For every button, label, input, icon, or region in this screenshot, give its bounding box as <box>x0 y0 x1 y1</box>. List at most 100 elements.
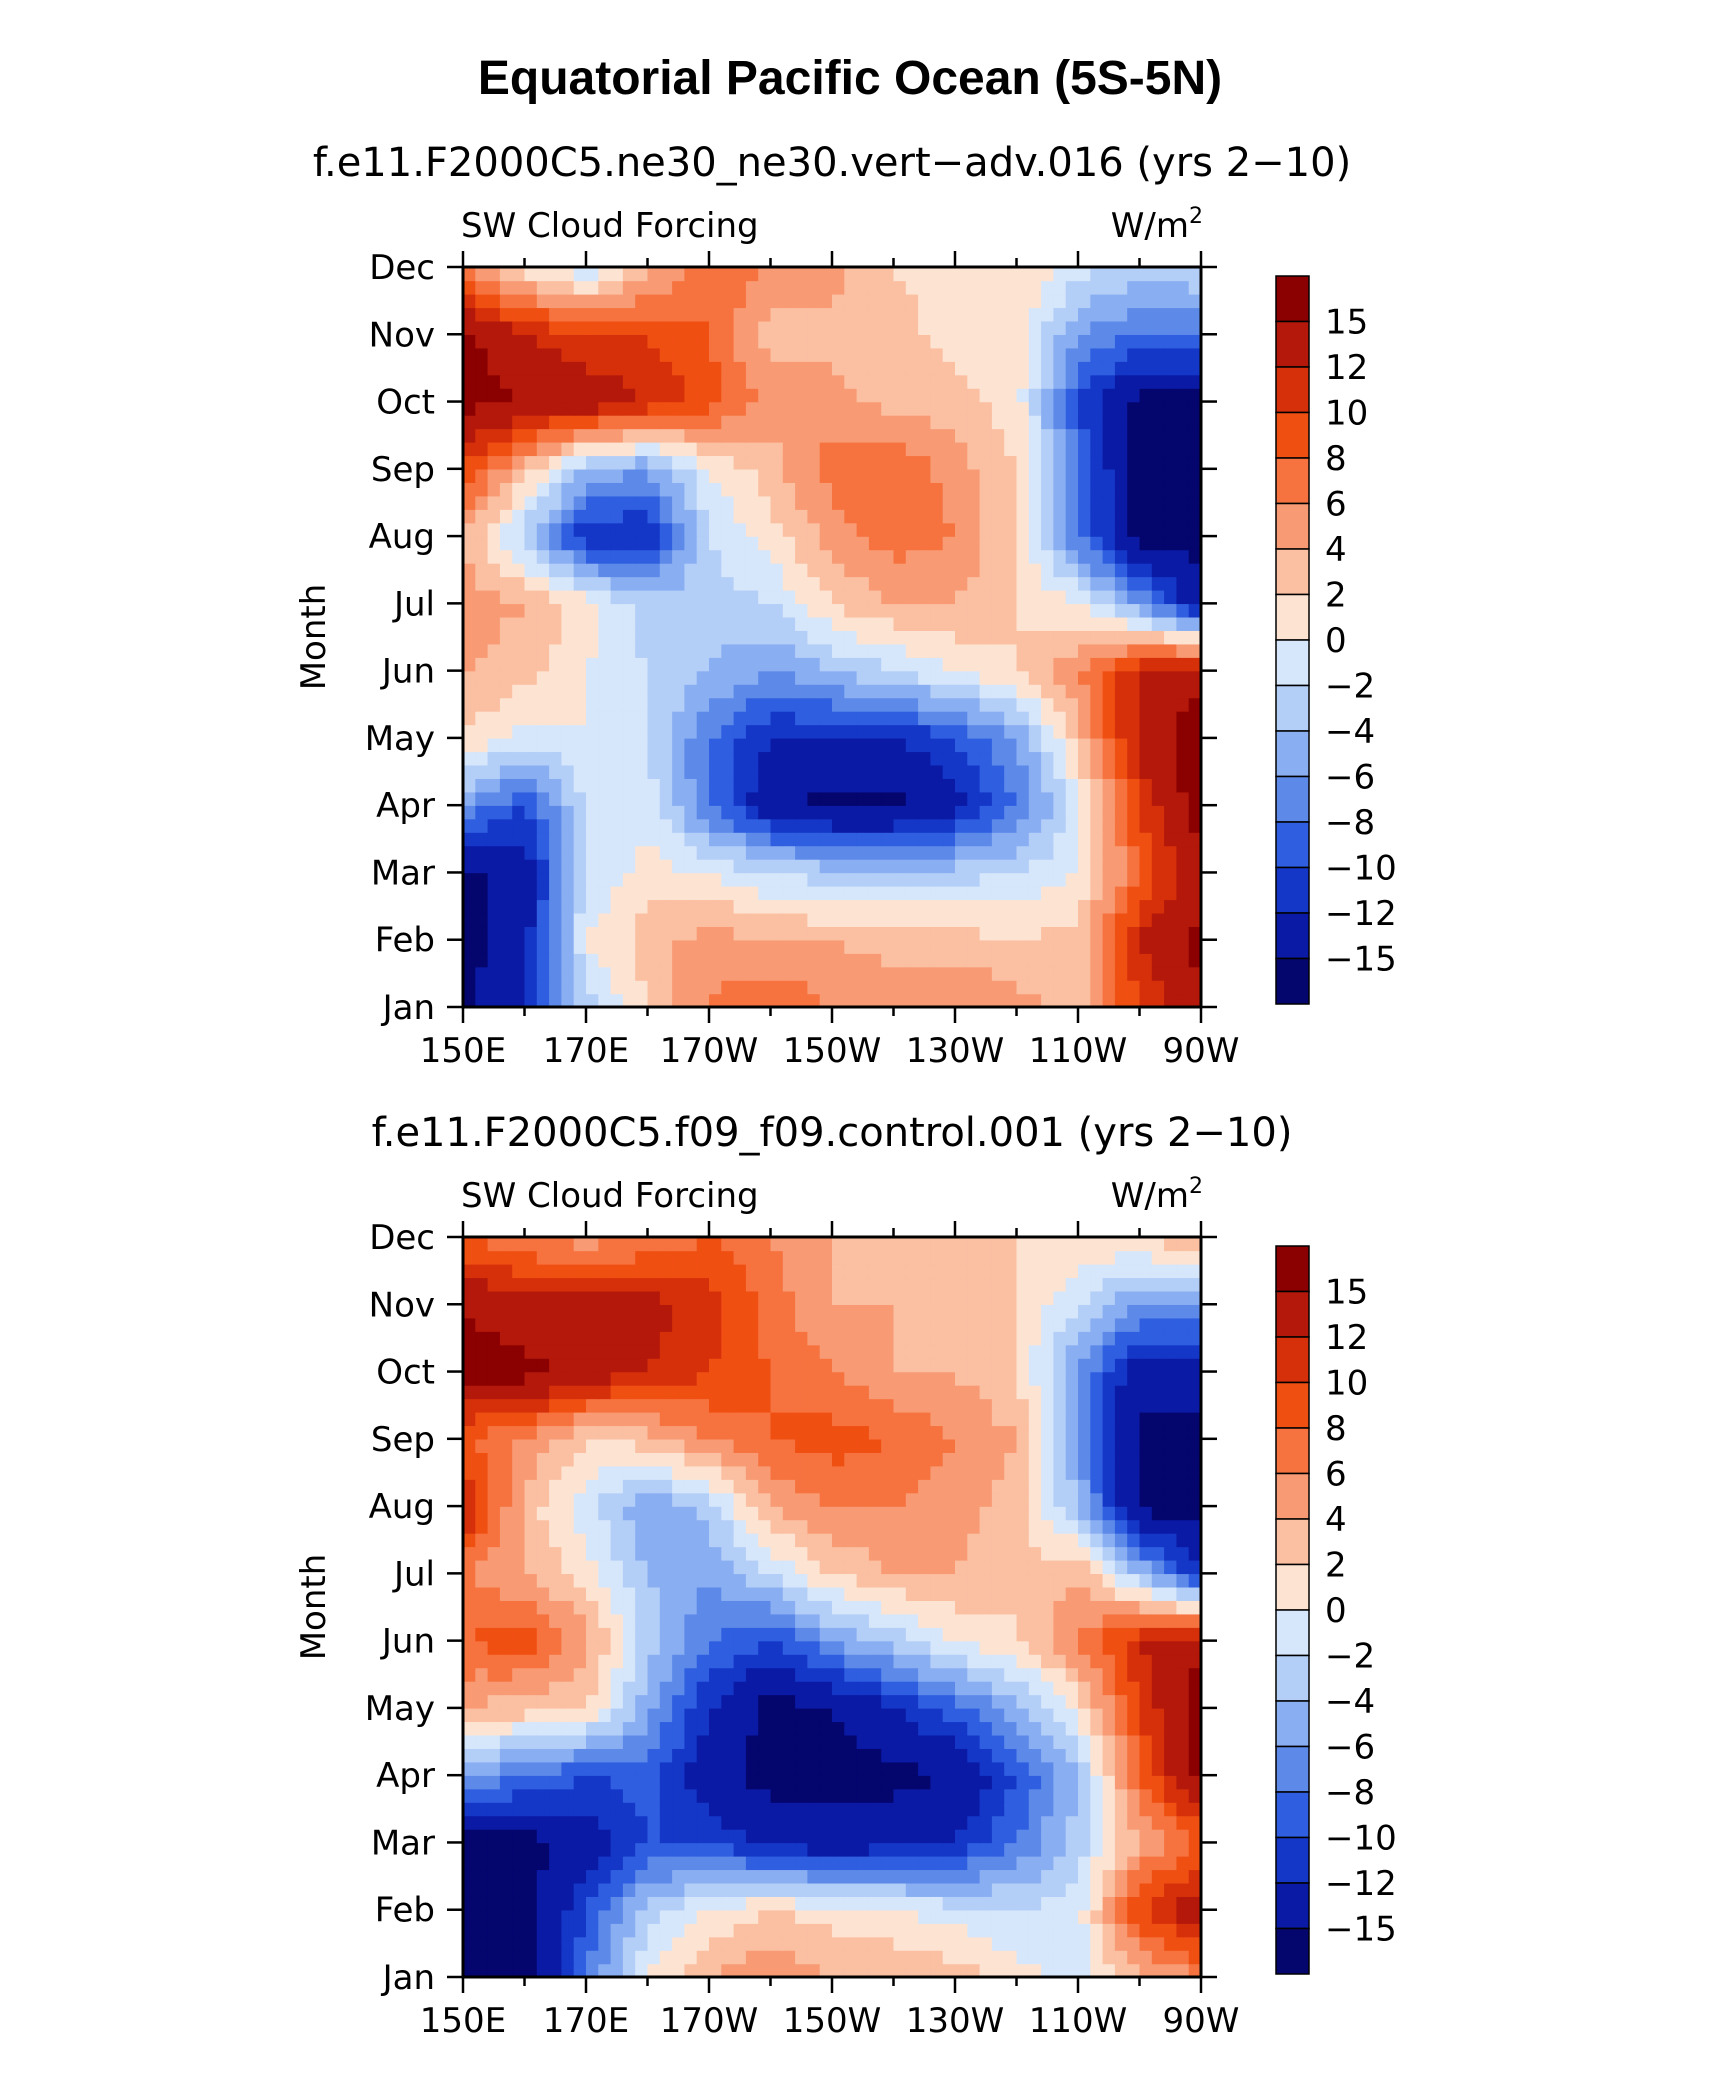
heatmap-cell <box>1028 980 1042 995</box>
heatmap-cell <box>647 441 661 457</box>
heatmap-cell <box>1090 993 1104 1007</box>
heatmap-cell <box>967 657 981 672</box>
heatmap-cell <box>1176 1950 1190 1965</box>
heatmap-cell <box>1164 1694 1178 1709</box>
heatmap-cell <box>844 1882 858 1897</box>
heatmap-cell <box>733 845 747 860</box>
heatmap-cell <box>1114 536 1128 551</box>
heatmap-cell <box>1090 482 1104 497</box>
heatmap-cell <box>696 1721 710 1736</box>
heatmap-cell <box>918 832 932 847</box>
heatmap-cell <box>512 899 526 914</box>
heatmap-cell <box>979 441 993 457</box>
heatmap-cell <box>1078 374 1091 389</box>
heatmap-cell <box>1016 334 1030 349</box>
heatmap-cell <box>832 1842 845 1857</box>
heatmap-cell <box>918 953 932 968</box>
heatmap-cell <box>463 1882 476 1897</box>
heatmap-cell <box>1114 401 1128 416</box>
heatmap-cell <box>672 495 686 510</box>
heatmap-cell <box>881 361 895 376</box>
heatmap-cell <box>524 818 538 833</box>
heatmap-cell <box>1028 441 1042 457</box>
heatmap-cell <box>1151 657 1165 672</box>
heatmap-cell <box>598 455 612 470</box>
heatmap-cell <box>647 1936 661 1951</box>
heatmap-cell <box>832 1627 845 1642</box>
heatmap-cell <box>942 1761 956 1776</box>
heatmap-cell <box>930 1869 944 1884</box>
heatmap-cell <box>1065 845 1079 860</box>
heatmap-cell <box>1151 388 1165 403</box>
heatmap-cell <box>770 1734 784 1749</box>
heatmap-cell <box>979 711 993 726</box>
heatmap-cell <box>1065 926 1079 941</box>
heatmap-cell <box>475 495 489 510</box>
heatmap-cell <box>463 428 476 443</box>
heatmap-cell <box>549 307 563 322</box>
heatmap-cell <box>856 603 870 618</box>
heatmap-cell <box>1053 711 1067 726</box>
heatmap-cell <box>561 280 575 295</box>
heatmap-cell <box>622 280 636 295</box>
heatmap-cell <box>1016 374 1030 389</box>
heatmap-cell <box>709 859 722 874</box>
heatmap-cell <box>1028 1761 1042 1776</box>
heatmap-cell <box>819 1748 833 1763</box>
heatmap-cell <box>1127 872 1141 887</box>
heatmap-cell <box>684 1855 698 1871</box>
heatmap-cell <box>1078 1896 1091 1911</box>
heatmap-cell <box>463 845 476 860</box>
heatmap-cell <box>586 885 599 901</box>
heatmap-cell <box>1114 415 1128 430</box>
heatmap-cell <box>512 993 526 1007</box>
heatmap-cell <box>1004 509 1018 524</box>
heatmap-cell <box>881 522 895 537</box>
heatmap-cell <box>721 1815 735 1830</box>
heatmap-cell <box>1090 805 1104 820</box>
heatmap-cell <box>709 899 722 914</box>
heatmap-cell <box>942 657 956 672</box>
heatmap-cell <box>549 455 563 470</box>
heatmap-cell <box>955 657 968 672</box>
heatmap-cell <box>1016 267 1030 282</box>
heatmap-cell <box>487 576 501 591</box>
heatmap-cell <box>905 522 919 537</box>
heatmap-cell <box>770 1909 784 1924</box>
heatmap-cell <box>868 1882 882 1897</box>
heatmap-cell <box>979 1761 993 1776</box>
heatmap-cell <box>1053 482 1067 497</box>
heatmap-cell <box>844 670 858 685</box>
heatmap-cell <box>659 334 673 349</box>
heatmap-cell <box>991 751 1005 766</box>
heatmap-cell <box>1065 1681 1079 1696</box>
heatmap-cell <box>709 468 722 483</box>
heatmap-cell <box>598 1855 612 1871</box>
heatmap-cell <box>499 1788 513 1803</box>
heatmap-cell <box>1164 791 1178 806</box>
heatmap-cell <box>1065 616 1079 631</box>
heatmap-cell <box>930 1654 944 1669</box>
heatmap-cell <box>868 267 882 282</box>
heatmap-cell <box>770 1842 784 1857</box>
heatmap-cell <box>1065 267 1079 282</box>
heatmap-cell <box>1028 1896 1042 1911</box>
heatmap-cell <box>1102 374 1116 389</box>
heatmap-cell <box>536 1815 550 1830</box>
heatmap-cell <box>647 926 661 941</box>
heatmap-cell <box>819 966 833 981</box>
heatmap-cell <box>770 320 784 335</box>
heatmap-cell <box>1188 522 1201 537</box>
heatmap-cell <box>696 267 710 282</box>
heatmap-cell <box>512 441 526 457</box>
heatmap-cell <box>819 1788 833 1803</box>
heatmap-cell <box>918 751 932 766</box>
heatmap-cell <box>1114 899 1128 914</box>
heatmap-cell <box>1028 267 1042 282</box>
heatmap-cell <box>1176 1842 1190 1857</box>
heatmap-cell <box>696 495 710 510</box>
heatmap-cell <box>819 334 833 349</box>
heatmap-cell <box>598 630 612 645</box>
heatmap-cell <box>586 966 599 981</box>
heatmap-cell <box>930 670 944 685</box>
